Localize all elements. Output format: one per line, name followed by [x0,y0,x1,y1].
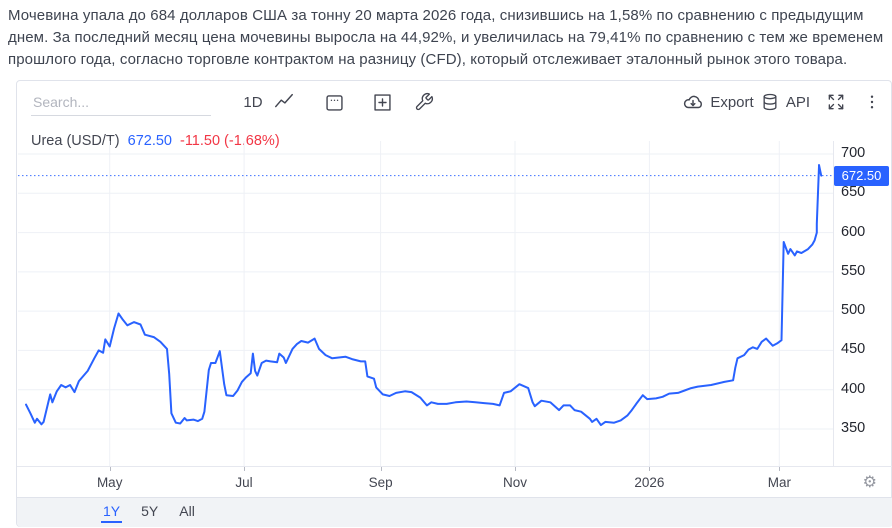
price-scale-axis[interactable]: 672.50 700 650 600 550 500 450 400 350 [833,141,892,466]
chart-toolbar: 1D [17,81,891,127]
x-axis-label: Sep [368,475,393,490]
legend-change: -11.50 (-1.68%) [179,133,280,149]
x-axis-label: Mar [767,475,791,490]
chart-legend: Urea (USD/T) 672.50 -11.50 (-1.68%) [31,131,280,151]
y-axis-label: 400 [841,380,866,397]
indicators-button[interactable] [409,87,439,117]
x-axis-label: Nov [502,475,527,490]
export-button[interactable]: Export [672,87,764,117]
calendar-button[interactable] [319,87,349,117]
y-axis-label: 500 [841,302,866,319]
timeframe-all[interactable]: All [179,503,195,519]
timeframe-5y[interactable]: 5Y [141,503,159,519]
kebab-menu-icon [870,95,874,109]
last-price-badge: 672.50 [834,165,889,186]
chart-widget: 1D [16,80,892,527]
x-axis-tick [649,467,651,471]
y-axis-label: 600 [841,223,866,240]
api-button[interactable]: API [754,87,816,117]
x-axis-tick [244,467,246,471]
y-axis-label: 550 [841,262,866,279]
y-axis-label: 450 [841,341,866,358]
legend-last-price: 672.50 [127,133,172,149]
y-axis-label: 650 [841,184,866,201]
api-label: API [785,93,811,111]
compare-add-button[interactable] [367,87,397,117]
x-axis-label: 2026 [634,475,665,490]
x-axis-label: Jul [235,475,253,490]
line-chart-icon [275,93,293,108]
search-input[interactable] [31,89,211,116]
timeframe-1y[interactable]: 1Y [101,502,123,523]
x-axis-tick [515,467,516,471]
more-options-button[interactable] [859,87,885,117]
legend-symbol: Urea (USD/T) [31,133,120,149]
fullscreen-icon [828,94,844,110]
wrench-icon [415,93,433,111]
x-axis-tick [109,467,111,471]
settings-gear-icon[interactable]: ⚙ [862,472,877,491]
cloud-download-icon [684,95,703,109]
instrument-summary-text: Мочевина упала до 684 долларов США за то… [8,7,884,68]
x-axis-tick [380,467,382,471]
timeframe-bar: 1Y 5Y All [17,497,892,527]
price-plot[interactable] [18,141,833,466]
interval-button[interactable]: 1D [235,87,271,117]
plus-square-icon [373,93,391,111]
calendar-icon [325,94,343,111]
database-icon [763,93,777,111]
chart-type-button[interactable] [269,87,299,117]
time-axis[interactable]: ⚙ May Jul Sep Nov 2026 Mar [17,466,892,498]
y-axis-label: 700 [841,145,866,161]
export-label: Export [710,93,754,111]
y-axis-label: 350 [841,420,866,436]
x-axis-label: May [96,475,123,490]
x-axis-tick [779,467,781,471]
fullscreen-button[interactable] [819,87,853,117]
